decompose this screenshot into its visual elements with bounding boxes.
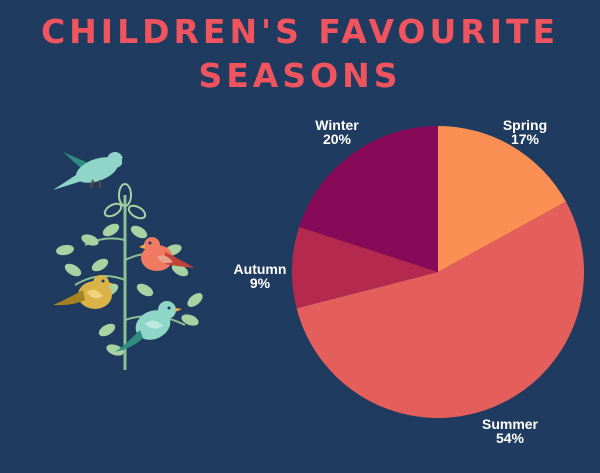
slice-name-autumn: Autumn [233, 261, 287, 277]
birds-illustration [53, 152, 203, 370]
slice-label-autumn: Autumn 9% [220, 262, 300, 290]
yellow-bird-icon [53, 275, 114, 309]
slice-value-summer: 54% [495, 430, 525, 446]
slice-value-spring: 17% [510, 131, 540, 147]
slice-name-summer: Summer [481, 416, 539, 432]
pie-slice-winter [299, 126, 438, 272]
slice-label-winter: Winter 20% [302, 118, 372, 146]
slice-value-winter: 20% [322, 131, 352, 147]
slice-name-spring: Spring [502, 117, 548, 133]
slice-label-summer: Summer 54% [470, 417, 550, 445]
slice-label-spring: Spring 17% [490, 118, 560, 146]
title-line-1: CHILDREN'S FAVOURITE [40, 12, 560, 51]
red-bird-icon [139, 237, 195, 271]
pie-slice-autumn [292, 226, 438, 309]
teal-bird-icon [115, 301, 182, 352]
pie-slice-summer [296, 201, 585, 419]
slice-name-winter: Winter [315, 117, 359, 133]
flying-bird-icon [53, 152, 129, 190]
chart-title: CHILDREN'S FAVOURITE SEASONS [0, 10, 600, 98]
title-line-2: SEASONS [198, 56, 402, 95]
pie-slices [292, 126, 585, 419]
slice-value-autumn: 9% [249, 275, 271, 291]
pie-slice-spring [438, 126, 566, 272]
